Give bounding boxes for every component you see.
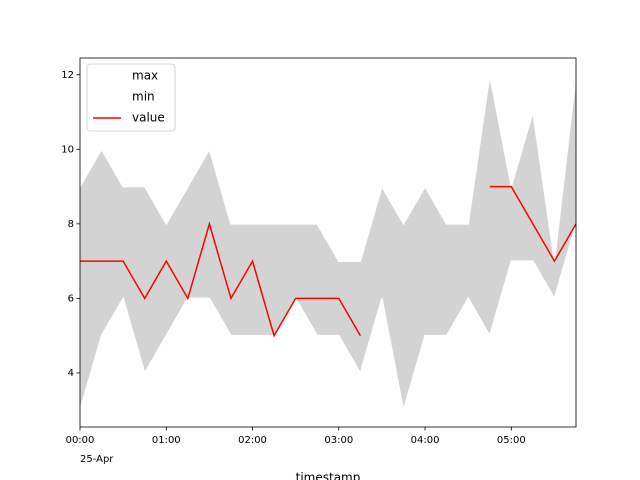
legend-box	[86, 63, 176, 132]
x-tick-label: 02:00	[238, 435, 267, 446]
plot-frame	[79, 57, 577, 428]
legend-label: value	[132, 111, 165, 125]
x-date-label: 25-Apr	[80, 454, 114, 465]
y-tick-label: 6	[68, 293, 74, 304]
series-line	[79, 74, 577, 262]
x-tick-label: 05:00	[497, 435, 526, 446]
x-tick-label: 01:00	[152, 435, 181, 446]
y-tick-label: 4	[68, 368, 74, 379]
x-tick-label: 00:00	[66, 435, 95, 446]
series-line	[80, 185, 577, 338]
x-tick-label: 04:00	[411, 435, 440, 446]
y-tick-label: 10	[61, 144, 74, 155]
y-tick-label: 12	[61, 70, 74, 81]
series-line	[79, 223, 577, 411]
legend-label: max	[132, 69, 158, 83]
x-tick-label: 03:00	[324, 435, 353, 446]
legend-label: min	[132, 90, 155, 104]
y-tick-label: 8	[68, 219, 74, 230]
x-axis-label: timestamp	[296, 471, 361, 480]
